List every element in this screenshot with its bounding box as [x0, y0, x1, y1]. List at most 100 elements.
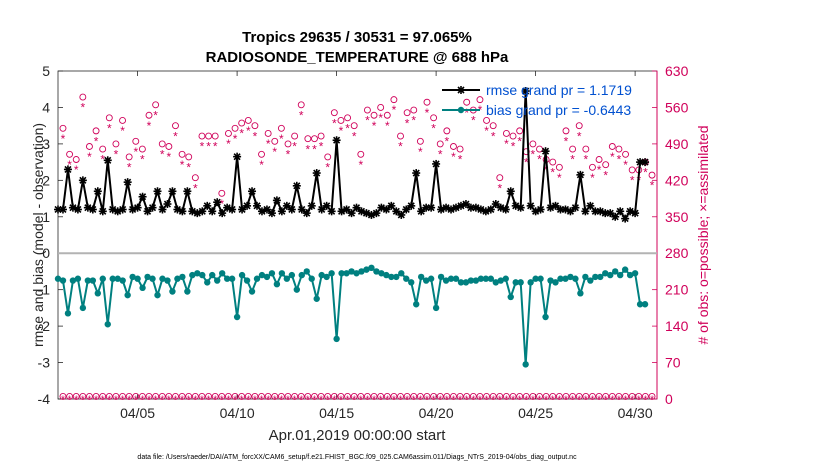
obs-assimilated-marker: * [120, 124, 125, 138]
rmse-point [621, 214, 630, 223]
obs-zero-assimilated-marker: * [425, 394, 429, 405]
obs-possible-marker [119, 117, 126, 124]
obs-zero-possible-marker [185, 392, 193, 400]
obs-zero-assimilated-marker: * [240, 394, 244, 405]
rmse-point [148, 203, 157, 212]
rmse-point [631, 209, 640, 218]
bias-point [408, 279, 415, 286]
y-tick-label-left: -3 [38, 355, 51, 371]
bias-point [388, 273, 395, 281]
obs-possible-marker [85, 143, 93, 150]
obs-possible-marker [112, 140, 120, 148]
bias-point [179, 273, 186, 281]
obs-assimilated-marker: * [597, 163, 602, 177]
obs-assimilated-marker: * [306, 142, 311, 156]
rmse-point [397, 210, 406, 219]
bias-point [612, 268, 619, 275]
obs-possible-marker [72, 156, 80, 163]
bias-point [248, 288, 256, 295]
rmse-point [312, 169, 321, 178]
obs-zero-assimilated-marker: * [504, 394, 508, 405]
obs-possible-marker [304, 135, 312, 143]
obs-zero-possible-marker [615, 392, 623, 400]
bias-point [313, 295, 320, 302]
obs-assimilated-marker: * [133, 145, 138, 159]
obs-zero-possible-marker [443, 392, 451, 400]
obs-zero-assimilated-marker: * [107, 394, 111, 405]
bias-point [447, 275, 455, 282]
rmse-point [407, 201, 416, 210]
rmse-point [486, 205, 495, 214]
obs-zero-assimilated-marker: * [524, 394, 528, 405]
obs-possible-marker [125, 153, 133, 161]
obs-assimilated-marker: * [411, 114, 416, 128]
bias-point [517, 279, 524, 286]
obs-assimilated-marker: * [418, 145, 423, 159]
obs-possible-marker [602, 161, 610, 169]
obs-assimilated-marker: * [219, 197, 224, 211]
obs-zero-possible-marker [357, 392, 365, 400]
obs-zero-assimilated-marker: * [346, 394, 350, 405]
obs-assimilated-marker: * [226, 137, 231, 151]
bias-point [368, 264, 375, 271]
bias-point [567, 273, 574, 281]
bias-point [358, 268, 365, 275]
y-tick-label-left: -4 [38, 391, 51, 407]
obs-possible-marker [66, 150, 74, 158]
obs-zero-possible-marker [277, 392, 285, 400]
obs-assimilated-marker: * [286, 147, 291, 161]
rmse-point [203, 201, 212, 210]
rmse-point [98, 207, 107, 216]
obs-zero-assimilated-marker: * [637, 394, 641, 405]
rmse-point [302, 209, 311, 218]
obs-zero-assimilated-marker: * [207, 394, 211, 405]
bias-point [134, 275, 141, 282]
obs-zero-assimilated-marker: * [200, 394, 204, 405]
rmse-point [297, 205, 306, 214]
obs-zero-assimilated-marker: * [87, 394, 91, 405]
obs-zero-assimilated-marker: * [418, 394, 422, 405]
obs-possible-marker [291, 132, 299, 140]
obs-zero-assimilated-marker: * [260, 394, 264, 405]
bias-point [562, 275, 569, 282]
obs-possible-marker [628, 166, 636, 174]
bias-point [328, 270, 335, 277]
rmse-point [168, 187, 177, 196]
obs-zero-possible-marker [436, 392, 444, 400]
bias-point [437, 273, 445, 281]
obs-zero-assimilated-marker: * [597, 394, 601, 405]
obs-zero-assimilated-marker: * [326, 394, 330, 405]
obs-possible-marker [390, 96, 398, 104]
y-axis-label-right: # of obs: o=possible; ×=assimilated [695, 125, 711, 344]
obs-zero-possible-marker [370, 392, 378, 400]
plot-area: -4 -3 -2 -1 0 1 2 3 4 5 0 70 140 210 280 350 420 490 560 63… [38, 63, 689, 421]
rmse-point [248, 187, 257, 196]
obs-assimilated-marker: * [345, 121, 350, 135]
rmse-point [332, 136, 341, 145]
obs-assimilated-marker: * [617, 153, 622, 167]
obs-zero-possible-marker [258, 392, 265, 400]
obs-zero-possible-marker [317, 392, 325, 400]
obs-zero-possible-marker [231, 392, 239, 400]
obs-zero-possible-marker [251, 392, 259, 400]
obs-possible-marker [105, 114, 113, 122]
bias-point [353, 270, 360, 277]
bias-point [54, 275, 62, 282]
obs-possible-marker [218, 189, 226, 197]
bias-point [607, 271, 614, 279]
bias-point [159, 275, 166, 282]
rmse-point [233, 152, 242, 161]
rmse-point [63, 165, 72, 174]
rmse-point [178, 207, 187, 216]
bias-point [413, 301, 420, 308]
obs-zero-assimilated-marker: * [458, 394, 462, 405]
x-tick-label: 04/15 [319, 405, 354, 421]
obs-possible-marker [92, 127, 100, 135]
chart-subtitle: RADIOSONDE_TEMPERATURE @ 688 hPa [206, 49, 509, 66]
obs-zero-assimilated-marker: * [551, 394, 555, 405]
obs-possible-marker [363, 106, 371, 114]
bias-point [174, 275, 181, 282]
obs-possible-marker [344, 114, 352, 122]
obs-possible-marker [615, 145, 623, 153]
bias-point [378, 270, 385, 277]
